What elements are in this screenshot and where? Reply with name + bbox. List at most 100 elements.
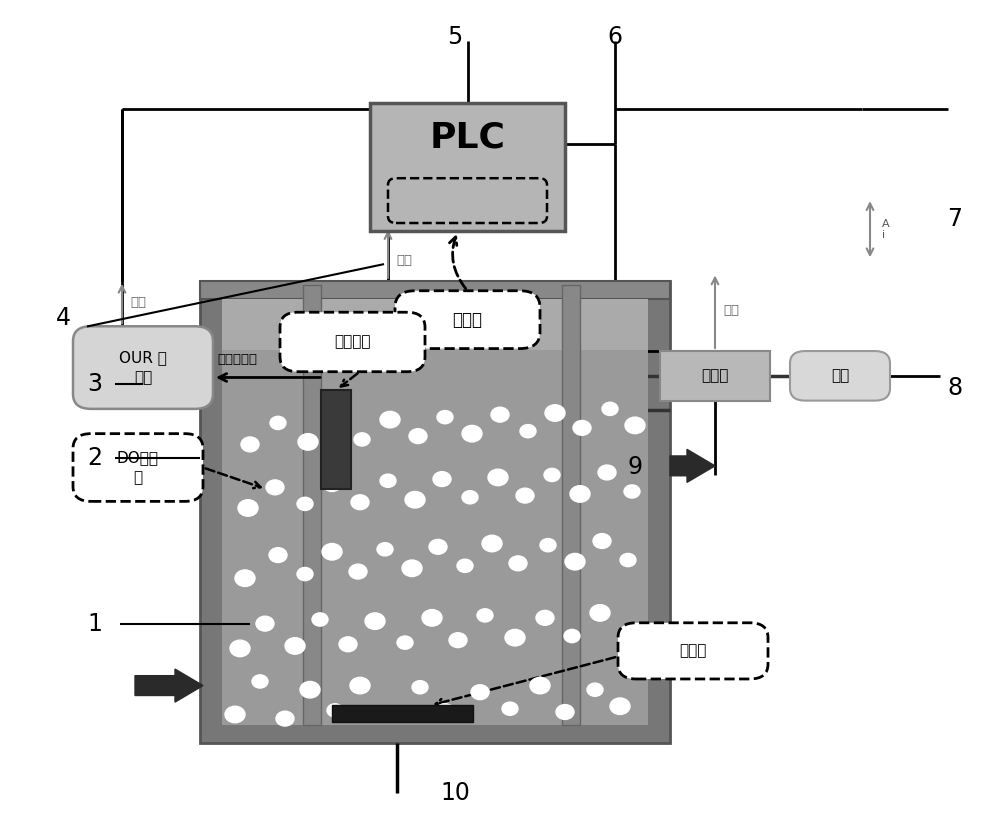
Text: 显示屏: 显示屏	[452, 311, 482, 329]
Circle shape	[322, 544, 342, 560]
Circle shape	[435, 704, 455, 720]
Text: 3: 3	[88, 372, 103, 396]
Circle shape	[429, 539, 447, 554]
Text: 7: 7	[948, 206, 962, 231]
Circle shape	[544, 468, 560, 482]
Text: 曝气头: 曝气头	[679, 643, 707, 658]
FancyBboxPatch shape	[370, 103, 565, 231]
Circle shape	[397, 636, 413, 649]
FancyBboxPatch shape	[200, 281, 670, 743]
Circle shape	[380, 474, 396, 487]
FancyArrow shape	[670, 449, 715, 482]
Circle shape	[564, 629, 580, 643]
Text: DO测定
件: DO测定 件	[117, 450, 159, 485]
Text: PLC: PLC	[430, 121, 505, 154]
Circle shape	[556, 705, 574, 719]
Text: 6: 6	[608, 25, 622, 50]
FancyBboxPatch shape	[200, 281, 670, 299]
Circle shape	[602, 402, 618, 415]
FancyBboxPatch shape	[562, 285, 580, 725]
Circle shape	[380, 411, 400, 428]
Circle shape	[570, 486, 590, 502]
Circle shape	[520, 425, 536, 438]
Circle shape	[412, 681, 428, 694]
Circle shape	[620, 553, 636, 567]
Circle shape	[298, 434, 318, 450]
FancyBboxPatch shape	[222, 299, 648, 725]
Circle shape	[545, 405, 565, 421]
FancyBboxPatch shape	[618, 623, 768, 679]
Circle shape	[256, 616, 274, 631]
Circle shape	[491, 407, 509, 422]
Text: A
i: A i	[882, 219, 890, 240]
Text: 搞拌装置: 搞拌装置	[334, 335, 371, 349]
Text: 风机: 风机	[831, 368, 849, 383]
FancyBboxPatch shape	[790, 351, 890, 401]
Circle shape	[619, 627, 637, 642]
FancyBboxPatch shape	[660, 351, 770, 401]
Circle shape	[300, 681, 320, 698]
Text: 4: 4	[56, 306, 70, 330]
FancyBboxPatch shape	[222, 350, 648, 725]
Circle shape	[365, 613, 385, 629]
Circle shape	[297, 497, 313, 510]
Circle shape	[285, 638, 305, 654]
Circle shape	[530, 677, 550, 694]
Circle shape	[590, 605, 610, 621]
Text: 流量计: 流量计	[701, 368, 729, 383]
FancyArrow shape	[135, 669, 203, 702]
Circle shape	[386, 707, 404, 722]
Circle shape	[509, 556, 527, 571]
Circle shape	[350, 677, 370, 694]
Circle shape	[252, 675, 268, 688]
Circle shape	[437, 411, 453, 424]
Circle shape	[377, 543, 393, 556]
Text: 信号: 信号	[396, 254, 412, 268]
Circle shape	[266, 480, 284, 495]
Circle shape	[477, 609, 493, 622]
Circle shape	[457, 559, 473, 572]
Text: OUR 测
定件: OUR 测 定件	[119, 350, 167, 385]
Circle shape	[610, 698, 630, 714]
Text: 10: 10	[440, 781, 470, 805]
Circle shape	[598, 465, 616, 480]
Circle shape	[502, 702, 518, 715]
Circle shape	[241, 437, 259, 452]
Text: 信号: 信号	[723, 304, 739, 317]
Circle shape	[351, 495, 369, 510]
Circle shape	[565, 553, 585, 570]
Circle shape	[409, 429, 427, 444]
Circle shape	[354, 433, 370, 446]
Circle shape	[505, 629, 525, 646]
Text: 9: 9	[628, 454, 642, 479]
Text: 信号: 信号	[130, 296, 146, 309]
Circle shape	[488, 469, 508, 486]
Circle shape	[624, 485, 640, 498]
Circle shape	[449, 633, 467, 648]
Circle shape	[327, 704, 343, 717]
Circle shape	[230, 640, 250, 657]
Circle shape	[516, 488, 534, 503]
FancyBboxPatch shape	[388, 178, 547, 223]
Circle shape	[225, 706, 245, 723]
FancyBboxPatch shape	[303, 285, 321, 725]
FancyBboxPatch shape	[332, 705, 473, 722]
Circle shape	[402, 560, 422, 577]
Circle shape	[587, 683, 603, 696]
Circle shape	[433, 472, 451, 487]
Text: 2: 2	[88, 446, 103, 471]
Text: 8: 8	[947, 376, 963, 401]
Circle shape	[322, 475, 342, 491]
Circle shape	[540, 539, 556, 552]
Circle shape	[349, 564, 367, 579]
Circle shape	[269, 548, 287, 563]
Text: 1: 1	[88, 611, 102, 636]
Circle shape	[593, 534, 611, 548]
FancyBboxPatch shape	[73, 326, 213, 409]
Circle shape	[405, 491, 425, 508]
Circle shape	[276, 711, 294, 726]
Circle shape	[625, 417, 645, 434]
FancyBboxPatch shape	[395, 291, 540, 349]
Text: 5: 5	[447, 25, 463, 50]
Circle shape	[235, 570, 255, 586]
